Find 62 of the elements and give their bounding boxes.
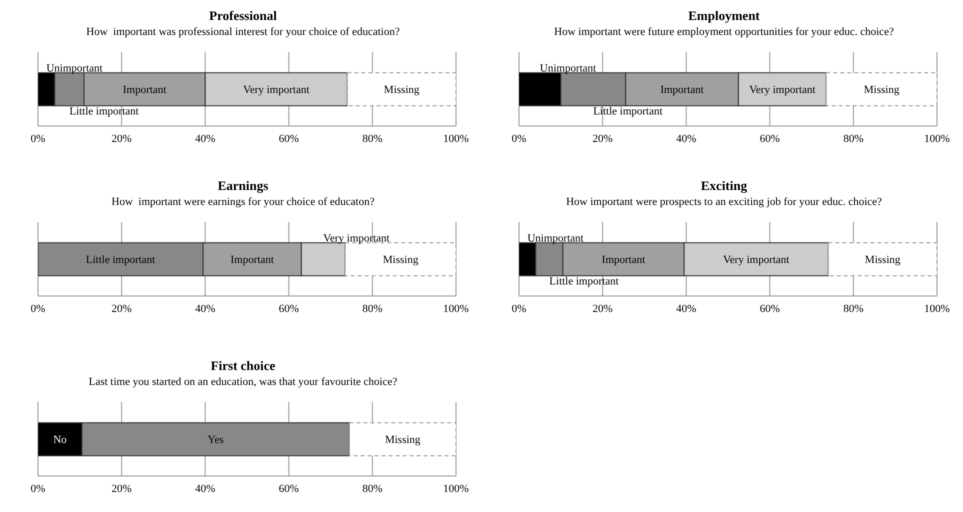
x-tick-label: 100% xyxy=(443,302,469,315)
series-label: Missing xyxy=(864,84,900,96)
series-label: Very important xyxy=(243,84,310,96)
x-tick-label: 0% xyxy=(512,132,526,145)
series-label: Little important xyxy=(86,254,156,266)
series-label: Missing xyxy=(384,84,420,96)
series-label: Important xyxy=(602,254,646,266)
x-tick-label: 60% xyxy=(760,132,780,145)
x-tick-label: 60% xyxy=(278,132,299,145)
x-tick-label: 20% xyxy=(112,482,132,495)
series-label: Very important xyxy=(723,254,790,266)
chart-title: Professional xyxy=(208,8,278,24)
x-tick-label: 60% xyxy=(278,482,299,495)
series-label: Very important xyxy=(323,232,390,245)
x-tick-label: 0% xyxy=(30,302,46,315)
x-tick-label: 40% xyxy=(676,302,696,315)
x-tick-label: 100% xyxy=(924,132,950,145)
chart-title: Exciting xyxy=(700,178,748,194)
x-tick-label: 100% xyxy=(443,132,469,145)
x-tick-label: 40% xyxy=(676,132,696,145)
series-label: Important xyxy=(660,84,704,96)
x-tick-label: 80% xyxy=(843,302,864,315)
x-tick-label: 20% xyxy=(112,302,132,315)
x-tick-label: 40% xyxy=(195,302,216,315)
chart-title: First choice xyxy=(210,358,276,374)
series-label: Important xyxy=(230,254,274,266)
x-tick-label: 40% xyxy=(195,482,216,495)
x-tick-label: 20% xyxy=(592,132,613,145)
chart-subtitle: How important were prospects to an exciting job for your educ. choice? xyxy=(565,196,883,208)
x-tick-label: 0% xyxy=(30,132,46,145)
series-label: Important xyxy=(122,84,166,96)
series-label: Missing xyxy=(382,254,419,266)
x-tick-label: 80% xyxy=(362,302,382,315)
series-label: Yes xyxy=(208,434,224,446)
series-label: Unimportant xyxy=(46,62,103,75)
chart-subtitle: Last time you started on an education, was that your favourite choice? xyxy=(88,376,398,388)
x-tick-label: 100% xyxy=(443,482,469,495)
x-tick-label: 80% xyxy=(362,482,382,495)
series-label: Missing xyxy=(384,434,421,446)
chart-title: Employment xyxy=(687,8,761,24)
x-tick-label: 0% xyxy=(30,482,46,495)
x-tick-label: 60% xyxy=(278,302,299,315)
chart-subtitle: How important were future employment opportunities for your educ. choice? xyxy=(553,26,895,38)
series-label: Unimportant xyxy=(540,62,596,75)
x-tick-label: 60% xyxy=(760,302,780,315)
series-label: Missing xyxy=(864,254,901,266)
series-label: Little important xyxy=(69,106,139,118)
x-tick-label: 40% xyxy=(195,132,216,145)
series-label: Very important xyxy=(749,84,816,96)
x-tick-label: 0% xyxy=(512,302,526,315)
x-tick-label: 80% xyxy=(362,132,382,145)
series-label: Little important xyxy=(549,276,619,288)
series-label: Little important xyxy=(593,106,663,118)
x-tick-label: 20% xyxy=(592,302,613,315)
series-label: Unimportant xyxy=(527,232,584,245)
chart-subtitle: How important were earnings for your choice of educaton? xyxy=(110,196,376,208)
x-tick-label: 100% xyxy=(924,302,950,315)
x-tick-label: 80% xyxy=(843,132,864,145)
chart-title: Earnings xyxy=(216,178,270,194)
chart-subtitle: How important was professional interest for your choice of education? xyxy=(85,26,401,38)
series-label: No xyxy=(53,434,68,446)
x-tick-label: 20% xyxy=(112,132,132,145)
